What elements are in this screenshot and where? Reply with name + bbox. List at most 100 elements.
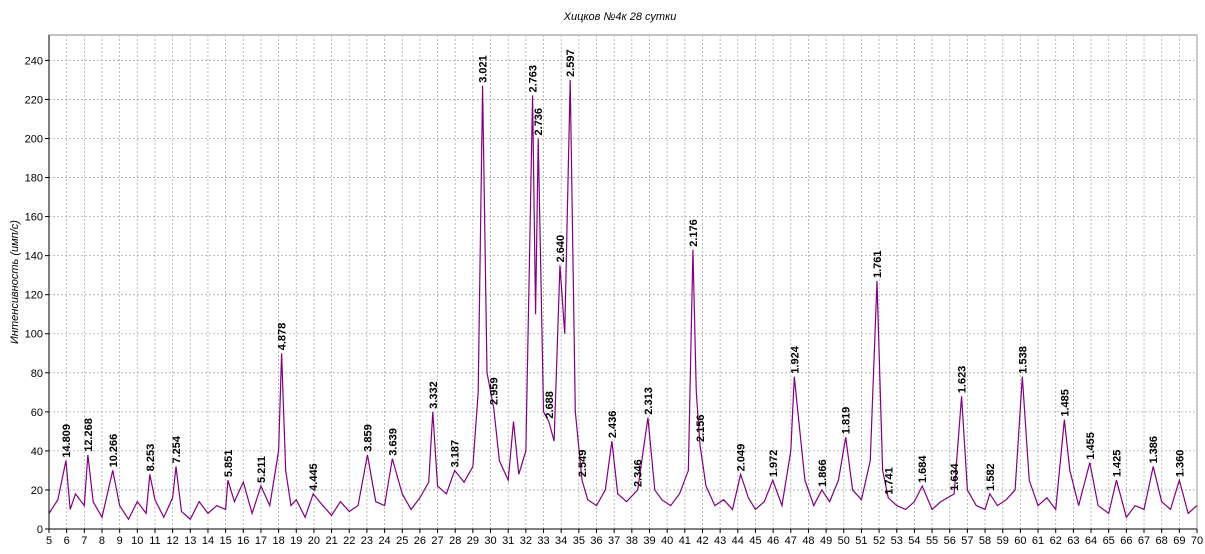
- peak-label: 1.634: [949, 462, 961, 490]
- y-tick-label: 120: [25, 290, 43, 302]
- peak-label: 1.623: [957, 366, 969, 394]
- x-tick-label: 39: [643, 535, 655, 547]
- x-tick-label: 49: [820, 535, 832, 547]
- x-tick-label: 55: [926, 535, 938, 547]
- x-tick-label: 10: [131, 535, 143, 547]
- y-tick-label: 40: [31, 446, 43, 458]
- x-tick-label: 56: [944, 535, 956, 547]
- peak-label: 1.538: [1017, 346, 1029, 374]
- peak-label: 1.761: [872, 250, 884, 278]
- peak-label: 2.156: [695, 415, 707, 443]
- x-tick-label: 53: [891, 535, 903, 547]
- x-tick-label: 30: [484, 535, 496, 547]
- peak-label: 1.972: [768, 450, 780, 478]
- y-tick-label: 100: [25, 329, 43, 341]
- peak-label: 1.485: [1059, 389, 1071, 417]
- x-tick-label: 38: [626, 535, 638, 547]
- x-tick-label: 44: [732, 535, 744, 547]
- y-tick-label: 0: [37, 524, 43, 536]
- x-tick-label: 58: [979, 535, 991, 547]
- x-tick-label: 22: [343, 535, 355, 547]
- x-tick-label: 40: [661, 535, 673, 547]
- x-tick-label: 69: [1173, 535, 1185, 547]
- peak-label: 2.176: [688, 219, 700, 247]
- x-tick-label: 33: [537, 535, 549, 547]
- x-tick-label: 25: [396, 535, 408, 547]
- peak-label: 2.640: [555, 235, 567, 263]
- x-tick-label: 66: [1120, 535, 1132, 547]
- x-tick-label: 59: [997, 535, 1009, 547]
- y-tick-label: 60: [31, 407, 43, 419]
- peak-label: 5.211: [256, 456, 268, 483]
- x-tick-label: 63: [1067, 535, 1079, 547]
- x-tick-label: 8: [99, 535, 105, 547]
- x-tick-label: 46: [767, 535, 779, 547]
- x-tick-label: 37: [608, 535, 620, 547]
- peak-label: 1.360: [1174, 450, 1186, 478]
- x-tick-label: 67: [1138, 535, 1150, 547]
- x-tick-label: 51: [855, 535, 867, 547]
- x-tick-label: 28: [449, 535, 461, 547]
- peak-label: 4.878: [277, 323, 289, 351]
- y-tick-label: 180: [25, 173, 43, 185]
- x-tick-label: 70: [1191, 535, 1203, 547]
- x-tick-label: 26: [414, 535, 426, 547]
- peak-label: 2.346: [633, 459, 645, 487]
- x-tick-label: 19: [290, 535, 302, 547]
- peak-label: 4.445: [308, 463, 320, 491]
- peak-label: 1.425: [1111, 450, 1123, 478]
- x-tick-label: 35: [573, 535, 585, 547]
- y-tick-label: 200: [25, 133, 43, 145]
- peak-label: 7.254: [171, 435, 183, 463]
- x-tick-label: 7: [81, 535, 87, 547]
- x-tick-label: 47: [785, 535, 797, 547]
- x-tick-label: 14: [202, 535, 214, 547]
- peak-label: 2.049: [736, 444, 748, 472]
- x-tick-label: 31: [502, 535, 514, 547]
- peak-label: 8.253: [145, 444, 157, 472]
- peak-label: 1.819: [841, 407, 853, 435]
- x-tick-label: 29: [467, 535, 479, 547]
- peak-label: 1.924: [789, 345, 801, 373]
- peak-label: 2.688: [544, 391, 556, 419]
- plot-frame: [48, 34, 1198, 530]
- x-tick-label: 5: [46, 535, 52, 547]
- x-tick-label: 52: [873, 535, 885, 547]
- peak-label: 3.332: [428, 381, 440, 409]
- y-axis-label: Интенсивность (имп/с): [9, 220, 21, 344]
- peak-label: 12.268: [83, 418, 95, 452]
- peak-label: 14.809: [61, 424, 73, 458]
- x-tick-label: 41: [679, 535, 691, 547]
- peak-label: 3.639: [387, 428, 399, 456]
- y-tick-label: 20: [31, 485, 43, 497]
- peak-label: 2.549: [577, 450, 589, 478]
- y-tick-label: 80: [31, 368, 43, 380]
- peak-label: 1.386: [1148, 436, 1160, 464]
- y-tick-label: 160: [25, 212, 43, 224]
- peak-label: 3.859: [362, 424, 374, 452]
- x-tick-label: 42: [696, 535, 708, 547]
- x-tick-label: 45: [749, 535, 761, 547]
- x-tick-label: 62: [1050, 535, 1062, 547]
- x-tick-label: 9: [117, 535, 123, 547]
- peak-label: 2.436: [607, 411, 619, 439]
- y-tick-label: 140: [25, 251, 43, 263]
- x-tick-label: 50: [838, 535, 850, 547]
- x-tick-label: 48: [802, 535, 814, 547]
- peak-label: 1.455: [1085, 432, 1097, 460]
- x-tick-label: 68: [1156, 535, 1168, 547]
- peak-label: 2.597: [565, 49, 577, 77]
- peak-label: 1.866: [817, 459, 829, 487]
- x-tick-label: 6: [64, 535, 70, 547]
- x-tick-label: 32: [520, 535, 532, 547]
- x-tick-label: 43: [714, 535, 726, 547]
- x-tick-label: 60: [1014, 535, 1026, 547]
- x-tick-label: 54: [908, 535, 920, 547]
- x-tick-label: 27: [431, 535, 443, 547]
- peak-label: 1.582: [985, 463, 997, 491]
- x-tick-label: 17: [255, 535, 267, 547]
- x-tick-label: 36: [590, 535, 602, 547]
- peak-label: 2.959: [489, 377, 501, 405]
